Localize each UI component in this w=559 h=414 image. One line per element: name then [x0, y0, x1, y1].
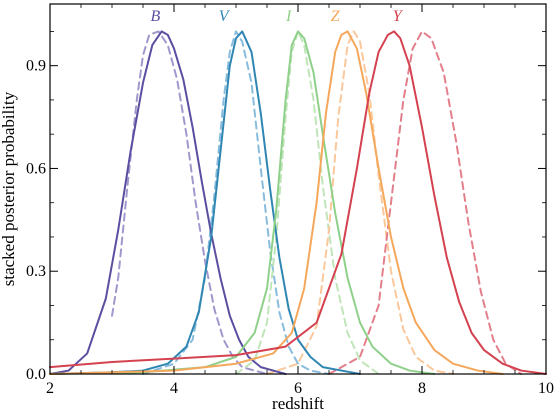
y-tick-label: 0.9 — [26, 58, 46, 75]
x-axis-label: redshift — [272, 394, 324, 413]
series-line-B-solid-0 — [49, 30, 287, 375]
series-line-dashed-dashed-5 — [235, 30, 380, 375]
y-tick-label: 0.0 — [26, 366, 46, 383]
band-label-Z: Z — [331, 8, 341, 25]
band-label-B: B — [151, 8, 161, 25]
series-line-Z-solid-6 — [49, 30, 504, 375]
x-tick-label: 2 — [46, 380, 54, 397]
x-tick-label: 10 — [538, 380, 554, 397]
y-axis-label: stacked posterior probability — [0, 91, 18, 286]
series-line-dashed-dashed-9 — [328, 30, 523, 375]
series-line-dashed-dashed-1 — [111, 30, 268, 375]
series-layer — [49, 30, 547, 375]
series-line-Y-solid-8 — [49, 30, 547, 375]
axes-layer: 2 4 6 8 10 0.0 0.3 0.6 0.9 — [26, 3, 554, 397]
series-line-dashed-dashed-7 — [266, 30, 454, 375]
x-tick-label: 4 — [170, 380, 178, 397]
series-line-dashed-dashed-3 — [142, 30, 330, 375]
y-tick-label: 0.3 — [26, 263, 46, 280]
y-tick-label: 0.6 — [26, 160, 46, 177]
x-tick-label: 6 — [294, 380, 302, 397]
series-line-I-solid-4 — [49, 30, 436, 375]
band-label-V: V — [219, 8, 231, 25]
band-label-Y: Y — [393, 8, 404, 25]
band-label-I: I — [285, 8, 292, 25]
x-tick-label: 8 — [418, 380, 426, 397]
